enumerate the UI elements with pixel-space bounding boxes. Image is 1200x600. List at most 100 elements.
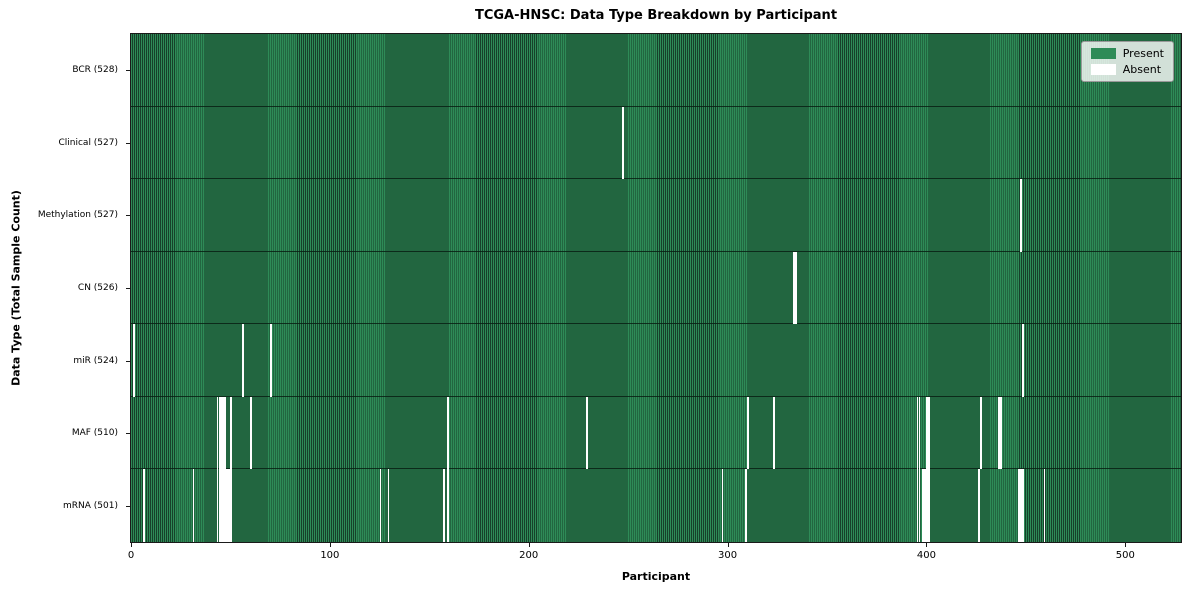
y-tick-label-clinical: Clinical (527) — [58, 137, 118, 148]
absent-stripe — [745, 469, 748, 542]
absent-stripe — [980, 396, 982, 470]
legend-item-present: Present — [1090, 47, 1164, 60]
y-tick-mark — [126, 360, 130, 362]
absent-stripe — [387, 469, 390, 542]
absent-stripe — [916, 469, 919, 542]
heatmap-row-bcr — [131, 34, 1181, 107]
absent-stripe — [928, 396, 931, 470]
absent-stripe — [224, 396, 227, 470]
x-tick-mark — [329, 543, 331, 547]
absent-stripe — [1021, 469, 1024, 542]
absent-stripe — [447, 396, 449, 470]
absent-stripe — [922, 469, 925, 542]
x-axis-label: Participant — [621, 570, 691, 583]
heatmap-row-mir — [131, 324, 1181, 397]
y-tick-label-maf: MAF (510) — [71, 428, 118, 439]
x-axis: 0 100 200 300 400 500 — [127, 543, 1182, 577]
y-tick-mark — [126, 70, 130, 72]
legend-swatch-present-icon — [1090, 48, 1116, 59]
absent-stripe — [216, 469, 219, 542]
y-axis: BCR (528) Clinical (527) Methylation (527)… — [0, 33, 130, 543]
absent-stripe — [795, 251, 797, 325]
legend: Present Absent — [1080, 41, 1174, 82]
x-tick-mark — [131, 543, 132, 547]
absent-stripe — [747, 396, 750, 470]
absent-stripe — [926, 469, 929, 542]
y-tick-label-methylation: Methylation (527) — [37, 210, 118, 221]
x-tick-label-300: 300 — [718, 550, 738, 561]
absent-stripe — [218, 396, 221, 470]
heatmap-row-cn — [131, 251, 1181, 325]
y-tick-mark — [126, 505, 130, 507]
absent-stripe — [220, 469, 223, 542]
absent-stripe — [230, 469, 233, 542]
plot-area: Present Absent — [130, 33, 1182, 543]
absent-stripe — [1019, 469, 1022, 542]
absent-stripe — [926, 396, 929, 470]
x-tick-mark — [926, 543, 928, 547]
x-tick-label-400: 400 — [916, 550, 936, 561]
absent-stripe — [250, 396, 252, 470]
absent-stripe — [586, 396, 589, 470]
absent-stripe — [270, 324, 272, 397]
x-tick-mark — [528, 543, 530, 547]
x-tick-label-200: 200 — [519, 550, 539, 561]
y-tick-mark — [126, 288, 130, 289]
x-tick-label-500: 500 — [1115, 550, 1135, 561]
heatmap-rows — [131, 34, 1181, 542]
absent-stripe — [918, 469, 921, 542]
heatmap-row-clinical — [131, 106, 1181, 180]
heatmap-row-methylation — [131, 179, 1181, 252]
absent-stripe — [916, 396, 919, 470]
absent-stripe — [220, 396, 223, 470]
y-tick-mark — [126, 215, 130, 217]
absent-stripe — [773, 396, 776, 470]
absent-stripe — [1000, 396, 1002, 470]
absent-stripe — [242, 324, 245, 397]
absent-stripe — [924, 469, 927, 542]
absent-stripe — [222, 396, 225, 470]
absent-stripe — [132, 324, 135, 397]
x-tick-mark — [1125, 543, 1127, 547]
absent-stripe — [978, 469, 980, 542]
absent-stripe — [228, 469, 231, 542]
absent-stripe — [793, 251, 795, 325]
y-tick-label-bcr: BCR (528) — [72, 65, 118, 76]
x-tick-label-100: 100 — [320, 550, 340, 561]
y-tick-label-cn: CN (526) — [77, 283, 118, 293]
absent-stripe — [928, 469, 931, 542]
x-tick-label-0: 0 — [127, 550, 135, 561]
absent-stripe — [1019, 179, 1022, 252]
legend-label-absent: Absent — [1122, 63, 1162, 76]
absent-stripe — [224, 469, 227, 542]
absent-stripe — [721, 469, 724, 542]
absent-stripe — [379, 469, 382, 542]
legend-item-absent: Absent — [1090, 63, 1164, 76]
absent-stripe — [447, 469, 449, 542]
legend-swatch-absent-icon — [1090, 64, 1116, 75]
chart-title: TCGA-HNSC: Data Type Breakdown by Partic… — [474, 8, 838, 23]
absent-stripe — [230, 396, 233, 470]
y-tick-label-mrna: mRNA (501) — [63, 500, 118, 511]
absent-stripe — [222, 469, 225, 542]
absent-stripe — [622, 106, 624, 180]
x-tick-mark — [727, 543, 729, 547]
absent-stripe — [443, 469, 445, 542]
y-tick-mark — [126, 433, 130, 435]
absent-stripe — [998, 396, 1000, 470]
absent-stripe — [1043, 469, 1046, 542]
absent-stripe — [1021, 324, 1024, 397]
heatmap-row-maf — [131, 396, 1181, 470]
absent-stripe — [142, 469, 145, 542]
heatmap-row-mrna — [131, 469, 1181, 542]
absent-stripe — [226, 469, 229, 542]
y-tick-label-mir: miR (524) — [73, 355, 118, 366]
absent-stripe — [918, 396, 921, 470]
legend-label-present: Present — [1122, 47, 1164, 60]
absent-stripe — [218, 469, 221, 542]
absent-stripe — [216, 396, 219, 470]
absent-stripe — [1017, 469, 1020, 542]
y-tick-mark — [126, 142, 130, 144]
absent-stripe — [192, 469, 195, 542]
